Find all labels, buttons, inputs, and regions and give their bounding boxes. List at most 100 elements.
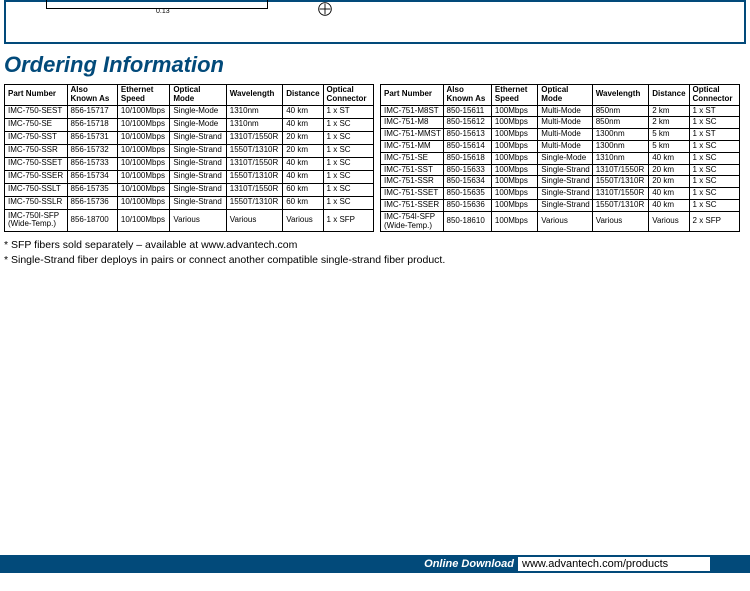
table-cell: 850-15614 — [443, 140, 491, 152]
table-cell: 1300nm — [592, 140, 648, 152]
table-cell: Various — [170, 209, 226, 232]
table-cell: Single-Strand — [538, 199, 592, 211]
table-cell: Single-Strand — [170, 131, 226, 144]
table-cell: 1550T/1310R — [592, 199, 648, 211]
column-header: Part Number — [381, 85, 444, 106]
table-cell: Single-Strand — [170, 157, 226, 170]
table-cell: 1 x SC — [689, 188, 739, 200]
table-cell: Single-Strand — [170, 170, 226, 183]
column-header: OpticalMode — [538, 85, 592, 106]
table-cell: 10/100Mbps — [117, 144, 169, 157]
table-cell: Multi-Mode — [538, 105, 592, 117]
ordering-tables-row: Part NumberAlsoKnown AsEthernetSpeedOpti… — [0, 84, 750, 232]
table-cell: IMC-750-SSET — [5, 157, 68, 170]
table-row: IMC-750I-SFP(Wide-Temp.)856-1870010/100M… — [5, 209, 374, 232]
table-cell: 850-15618 — [443, 152, 491, 164]
table-cell: 100Mbps — [491, 117, 537, 129]
table-cell: 10/100Mbps — [117, 118, 169, 131]
table-row: IMC-751-SST850-15633100MbpsSingle-Strand… — [381, 164, 740, 176]
table-cell: IMC-754I-SFP(Wide-Temp.) — [381, 211, 444, 232]
table-cell: 10/100Mbps — [117, 196, 169, 209]
column-header: AlsoKnown As — [67, 85, 117, 106]
table-row: IMC-750-SSER856-1573410/100MbpsSingle-St… — [5, 170, 374, 183]
table-cell: 60 km — [283, 183, 323, 196]
table-cell: IMC-751-M8ST — [381, 105, 444, 117]
table-cell: IMC-750-SSLT — [5, 183, 68, 196]
table-cell: IMC-751-MM — [381, 140, 444, 152]
table-cell: 2 km — [649, 105, 689, 117]
table-cell: 850-15612 — [443, 117, 491, 129]
table-cell: 40 km — [649, 199, 689, 211]
table-cell: 1550T/1310R — [592, 176, 648, 188]
table-cell: 100Mbps — [491, 176, 537, 188]
table-cell: 856-15733 — [67, 157, 117, 170]
table-cell: Single-Mode — [170, 105, 226, 118]
table-cell: 10/100Mbps — [117, 183, 169, 196]
table-cell: 1 x SC — [689, 117, 739, 129]
table-cell: 100Mbps — [491, 129, 537, 141]
table-cell: 1 x SC — [689, 140, 739, 152]
table-cell: 850-15636 — [443, 199, 491, 211]
table-cell: 1310T/1550R — [226, 157, 282, 170]
table-cell: 850nm — [592, 117, 648, 129]
table-cell: Single-Strand — [538, 164, 592, 176]
ordering-table-right: Part NumberAlsoKnown AsEthernetSpeedOpti… — [380, 84, 740, 232]
table-cell: 1310T/1550R — [226, 131, 282, 144]
table-cell: 1300nm — [592, 129, 648, 141]
column-header: Distance — [649, 85, 689, 106]
column-header: OpticalConnector — [323, 85, 373, 106]
table-row: IMC-751-M8ST850-15611100MbpsMulti-Mode85… — [381, 105, 740, 117]
table-cell: 1310nm — [592, 152, 648, 164]
page-footer-bar: Online Download www.advantech.com/produc… — [0, 555, 750, 573]
table-cell: 1 x SC — [689, 199, 739, 211]
table-cell: 1 x ST — [689, 105, 739, 117]
technical-drawing-fragment: 0.13 — [4, 0, 746, 44]
table-row: IMC-751-SSR850-15634100MbpsSingle-Strand… — [381, 176, 740, 188]
table-cell: 10/100Mbps — [117, 131, 169, 144]
table-cell: Single-Strand — [538, 188, 592, 200]
dimension-label: 0.13 — [156, 8, 170, 15]
table-cell: IMC-751-SSET — [381, 188, 444, 200]
table-row: IMC-751-M8850-15612100MbpsMulti-Mode850n… — [381, 117, 740, 129]
table-cell: 1 x ST — [689, 129, 739, 141]
table-row: IMC-750-SEST856-1571710/100MbpsSingle-Mo… — [5, 105, 374, 118]
table-row: IMC-751-SSER850-15636100MbpsSingle-Stran… — [381, 199, 740, 211]
table-cell: Multi-Mode — [538, 140, 592, 152]
table-cell: 1310T/1550R — [592, 164, 648, 176]
column-header: Part Number — [5, 85, 68, 106]
table-cell: 1 x SC — [323, 118, 373, 131]
table-cell: 1 x SC — [689, 164, 739, 176]
table-cell: Single-Strand — [538, 176, 592, 188]
table-cell: 856-15735 — [67, 183, 117, 196]
table-cell: 1550T/1310R — [226, 170, 282, 183]
table-cell: 850-15633 — [443, 164, 491, 176]
table-cell: 100Mbps — [491, 211, 537, 232]
table-cell: 40 km — [649, 188, 689, 200]
screw-symbol-icon — [316, 0, 334, 20]
table-cell: 10/100Mbps — [117, 157, 169, 170]
table-cell: 60 km — [283, 196, 323, 209]
table-cell: 100Mbps — [491, 140, 537, 152]
table-cell: 40 km — [283, 170, 323, 183]
table-cell: 1310T/1550R — [226, 183, 282, 196]
table-cell: 2 x SFP — [689, 211, 739, 232]
column-header: Distance — [283, 85, 323, 106]
table-cell: 1310T/1550R — [592, 188, 648, 200]
column-header: OpticalMode — [170, 85, 226, 106]
table-cell: 856-15731 — [67, 131, 117, 144]
footer-url: www.advantech.com/products — [518, 557, 710, 571]
column-header: EthernetSpeed — [491, 85, 537, 106]
table-cell: 1310nm — [226, 105, 282, 118]
table-cell: IMC-750-SEST — [5, 105, 68, 118]
table-cell: 10/100Mbps — [117, 170, 169, 183]
table-cell: 856-15717 — [67, 105, 117, 118]
table-cell: IMC-750-SSLR — [5, 196, 68, 209]
table-cell: Single-Strand — [170, 183, 226, 196]
table-cell: Various — [283, 209, 323, 232]
table-cell: 5 km — [649, 129, 689, 141]
table-cell: 850nm — [592, 105, 648, 117]
table-cell: 850-18610 — [443, 211, 491, 232]
table-cell: 850-15611 — [443, 105, 491, 117]
table-cell: 1310nm — [226, 118, 282, 131]
table-cell: 40 km — [283, 157, 323, 170]
